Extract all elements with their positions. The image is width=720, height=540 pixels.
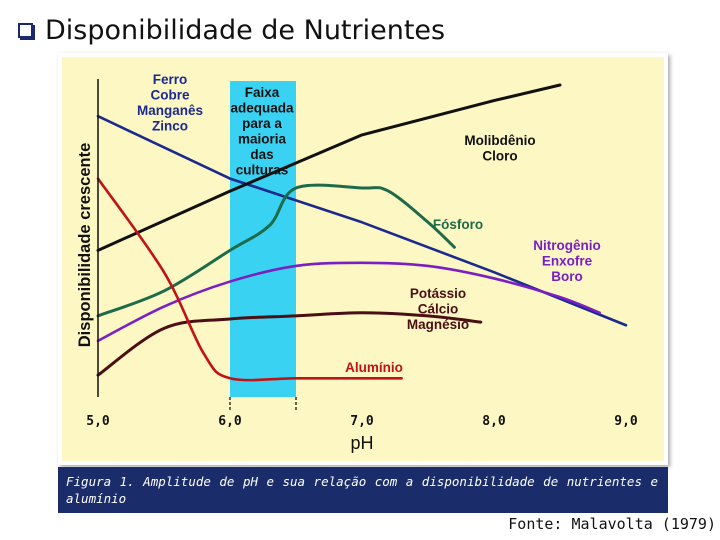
x-tick-label-0: 5,0 <box>86 414 110 429</box>
x-tick-label-3: 8,0 <box>482 414 506 429</box>
slide-title: Disponibilidade de Nutrientes <box>18 12 445 48</box>
x-tick-label-1: 6,0 <box>218 414 242 429</box>
series-line-n_s_b <box>96 261 601 343</box>
x-tick-label-2: 7,0 <box>350 414 374 429</box>
x-axis-label: pH <box>350 433 373 453</box>
y-axis-label: Disponibilidade crescente <box>76 143 94 347</box>
series-label-fe_cu_mn_zn: Ferro Cobre Manganês Zinco <box>137 72 203 134</box>
square-bullet-icon <box>18 22 33 38</box>
series-line-p <box>96 183 456 318</box>
series-label-n_s_b: Nitrogênio Enxofre Boro <box>533 238 601 284</box>
plot-background <box>62 57 664 461</box>
source-note: Fonte: Malavolta (1979) <box>508 515 716 533</box>
series-label-k_ca_mg: Potássio Cálcio Magnésio <box>407 286 469 332</box>
series-label-al: Alumínio <box>345 360 403 375</box>
series-label-p: Fósforo <box>433 217 483 232</box>
nutrient-availability-chart: Ferro Cobre Manganês Zinco Molibdênio Cloro Fó… <box>62 57 664 461</box>
x-tick-label-4: 9,0 <box>614 414 638 429</box>
chart-figure: Ferro Cobre Manganês Zinco Molibdênio Cloro Fó… <box>58 53 668 465</box>
band-label: Faixa adequada para a maioria das culturas <box>230 85 294 178</box>
series-line-al <box>96 177 403 382</box>
figure-caption: Figura 1. Amplitude de pH e sua relação … <box>58 467 668 513</box>
suitable-ph-band <box>230 81 296 397</box>
series-label-mo_cl: Molibdênio Cloro <box>464 133 535 164</box>
series-line-k_ca_mg <box>96 311 483 377</box>
slide-title-text: Disponibilidade de Nutrientes <box>45 14 446 46</box>
series-line-mo_cl <box>96 83 562 252</box>
